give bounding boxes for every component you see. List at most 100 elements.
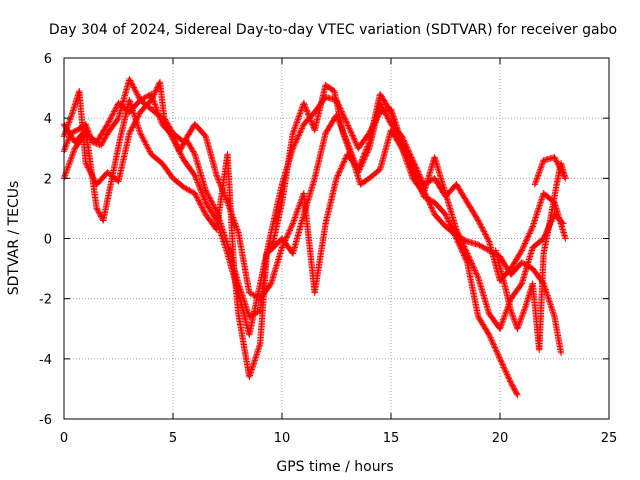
data-point	[507, 379, 515, 387]
data-point	[200, 193, 207, 200]
data-point	[66, 160, 73, 167]
data-point	[500, 316, 507, 323]
data-point	[415, 178, 422, 185]
data-point	[450, 229, 458, 237]
data-point	[478, 224, 486, 231]
data-point	[297, 107, 305, 114]
data-point	[455, 230, 462, 237]
data-point	[344, 122, 352, 129]
data-point	[362, 152, 370, 159]
data-point	[187, 187, 194, 195]
data-point	[304, 109, 312, 117]
data-point	[519, 312, 526, 319]
data-point	[528, 226, 535, 233]
data-point	[307, 117, 314, 124]
data-point	[536, 167, 543, 175]
data-point	[401, 138, 408, 146]
data-point	[66, 133, 73, 140]
data-point	[200, 207, 207, 214]
data-point	[129, 81, 136, 88]
data-point	[137, 131, 145, 138]
data-point	[425, 178, 433, 185]
data-point	[179, 141, 187, 148]
data-point	[153, 85, 160, 93]
data-point	[460, 250, 467, 258]
data-point	[178, 144, 185, 151]
data-point	[379, 104, 386, 111]
data-point	[346, 148, 353, 155]
data-point	[512, 389, 520, 396]
data-point	[103, 122, 111, 129]
data-point	[359, 159, 366, 166]
data-point	[114, 116, 121, 123]
data-point	[334, 172, 341, 179]
data-point	[514, 391, 521, 399]
data-point	[457, 236, 465, 243]
data-point	[152, 102, 159, 110]
data-point	[106, 116, 113, 124]
data-point	[214, 174, 221, 182]
data-point	[517, 316, 524, 323]
data-point	[416, 181, 423, 188]
data-point	[559, 169, 566, 176]
data-point	[509, 382, 516, 389]
series-track-3	[60, 96, 569, 381]
data-point	[207, 196, 214, 204]
data-point	[358, 162, 365, 169]
data-point	[108, 112, 116, 119]
data-point	[453, 235, 460, 242]
data-point	[68, 110, 76, 117]
data-point	[487, 334, 494, 341]
data-point	[521, 240, 529, 247]
y-tick-label: -6	[39, 413, 52, 428]
data-point	[190, 170, 198, 178]
data-point	[442, 212, 450, 220]
data-point	[157, 117, 165, 125]
data-point	[286, 227, 293, 234]
data-point	[387, 107, 394, 115]
data-point	[477, 222, 485, 230]
data-point	[475, 241, 482, 248]
data-point	[179, 142, 186, 150]
data-point	[519, 244, 527, 251]
data-point	[266, 281, 274, 289]
data-point	[427, 196, 434, 204]
data-point	[247, 312, 254, 320]
data-point	[109, 111, 116, 118]
data-point	[246, 313, 253, 320]
data-point	[501, 313, 508, 320]
data-point	[129, 124, 136, 131]
data-point	[128, 125, 135, 133]
data-point	[61, 172, 69, 179]
data-point	[182, 184, 189, 192]
data-point	[70, 149, 77, 156]
data-point	[143, 142, 151, 150]
data-point	[457, 245, 465, 252]
data-point	[99, 139, 106, 146]
data-point	[518, 315, 525, 322]
data-point	[305, 111, 312, 118]
data-point	[63, 140, 70, 147]
data-point	[539, 160, 546, 167]
data-point	[428, 205, 436, 212]
data-point	[209, 201, 217, 208]
data-point	[290, 127, 298, 134]
data-point	[413, 173, 420, 181]
data-point	[531, 181, 539, 188]
data-point	[533, 175, 541, 182]
data-point	[526, 228, 534, 236]
data-point	[302, 104, 309, 111]
data-point	[192, 191, 199, 198]
data-point	[65, 119, 73, 126]
data-point	[201, 197, 209, 205]
data-point	[215, 176, 222, 183]
data-point	[293, 209, 300, 217]
data-point	[267, 243, 274, 251]
data-point	[333, 175, 340, 182]
data-point	[501, 312, 509, 319]
data-point	[186, 187, 193, 194]
y-axis-label: SDTVAR / TECUs	[6, 181, 22, 296]
data-point	[248, 290, 256, 298]
data-point	[442, 211, 449, 218]
data-point	[195, 182, 203, 189]
